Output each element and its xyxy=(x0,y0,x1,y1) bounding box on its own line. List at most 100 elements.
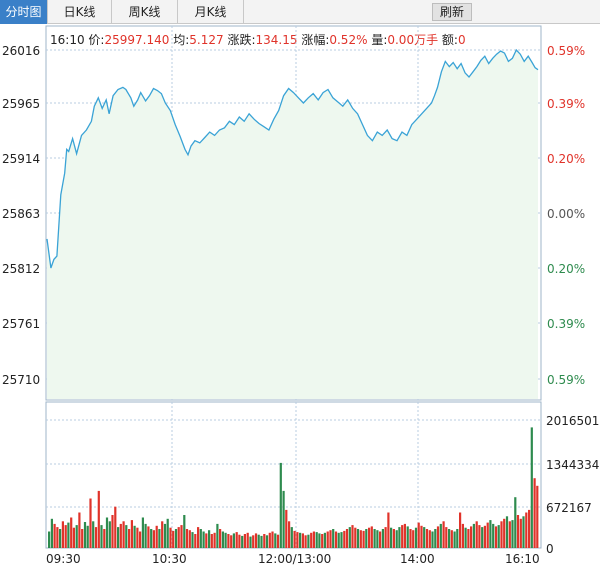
volume-bar xyxy=(365,529,368,548)
volume-bar xyxy=(86,525,89,548)
volume-bar xyxy=(185,529,189,548)
volume-bar xyxy=(442,521,445,548)
volume-bar xyxy=(147,526,150,548)
volume-bar xyxy=(486,522,489,548)
volume-bar xyxy=(370,526,373,548)
volume-bar xyxy=(334,531,338,548)
volume-bar xyxy=(183,515,186,548)
amount-value: 0 xyxy=(457,33,466,47)
volume-bar xyxy=(343,530,346,548)
volume-bar xyxy=(92,521,95,548)
volume-bar xyxy=(392,529,395,548)
volume-bar xyxy=(188,530,191,548)
volume-bar xyxy=(221,531,224,548)
volume-bar xyxy=(321,534,324,548)
volume-bar xyxy=(376,530,379,548)
volume-bar xyxy=(50,518,53,548)
price-tick-label: 25761 xyxy=(2,317,40,331)
volume-bar xyxy=(216,523,219,548)
volume-bar xyxy=(530,427,533,548)
volume-bar xyxy=(117,527,120,548)
percent-tick-label: 0.00% xyxy=(547,207,585,221)
volume-bar xyxy=(111,515,114,548)
volume-bar xyxy=(398,527,401,548)
volume-bar xyxy=(337,532,340,548)
volume-bar xyxy=(340,532,343,548)
volume-bar xyxy=(373,529,376,548)
volume-bar xyxy=(150,529,153,548)
price-label: 价: xyxy=(88,33,105,47)
volume-bar xyxy=(516,515,520,548)
volume-bar xyxy=(348,527,351,548)
volume-bar xyxy=(379,531,382,548)
time-tick-label: 14:00 xyxy=(400,552,435,566)
price-tick-label: 26016 xyxy=(2,44,40,58)
volume-bar xyxy=(381,529,384,548)
volume-bar xyxy=(100,525,103,548)
volume-bar xyxy=(528,509,531,548)
volume-panel xyxy=(48,427,539,548)
quote-info-bar: 16:10 价:25997.140 均:5.127 涨跌:134.15 涨幅:0… xyxy=(50,31,466,48)
price-tick-label: 25863 xyxy=(2,207,40,221)
volume-bar xyxy=(395,530,398,548)
quote-time: 16:10 xyxy=(50,33,85,47)
volume-bar xyxy=(387,512,390,548)
volume-bar xyxy=(274,533,277,548)
amount-label: 额: xyxy=(441,33,458,47)
volume-bar xyxy=(67,522,70,548)
volume-bar xyxy=(103,529,106,548)
volume-bar xyxy=(249,536,252,548)
axis-labels: 26016 25965 25914 25863 25812 25761 25710 0.59%… xyxy=(2,44,599,566)
volume-bar xyxy=(475,521,478,548)
volume-bar xyxy=(288,521,291,548)
volume-bar xyxy=(293,530,296,548)
tab-weekly-k[interactable]: 周K线 xyxy=(112,0,178,24)
tab-monthly-k[interactable]: 月K线 xyxy=(178,0,244,24)
volume-bar xyxy=(194,534,197,548)
volume-bar xyxy=(252,535,255,548)
volume-bar xyxy=(94,527,98,548)
volume-bar xyxy=(219,529,222,548)
volume-bar xyxy=(332,529,335,548)
volume-bar xyxy=(310,532,313,548)
percent-tick-label: 0.20% xyxy=(547,262,585,276)
volume-bar xyxy=(191,532,194,548)
volume-bar xyxy=(257,534,260,548)
volume-bar xyxy=(470,526,473,548)
volume-bar xyxy=(282,490,285,548)
volume-bar xyxy=(210,534,213,548)
tab-intraday[interactable]: 分时图 xyxy=(0,0,48,24)
volume-bar xyxy=(290,527,293,548)
volume-bar xyxy=(70,517,73,548)
volume-bar xyxy=(525,512,528,548)
avg-label: 均: xyxy=(173,33,190,47)
volume-tick-label: 1344334 xyxy=(546,458,599,472)
volume-bar xyxy=(456,529,459,548)
volume-bar xyxy=(180,525,183,548)
volume-bar xyxy=(434,529,437,548)
percent-tick-label: 0.39% xyxy=(547,317,585,331)
volume-bar xyxy=(133,525,136,548)
volume-bar xyxy=(172,530,175,548)
volume-bar xyxy=(83,522,87,548)
vol-value: 0.00万手 xyxy=(387,33,439,47)
volume-bar xyxy=(235,532,238,548)
volume-bar xyxy=(323,532,326,548)
price-tick-label: 25710 xyxy=(2,373,40,387)
volume-bar xyxy=(356,529,360,548)
volume-bar xyxy=(136,527,139,548)
volume-bar xyxy=(299,532,302,548)
volume-bar xyxy=(64,525,67,548)
volume-bar xyxy=(362,530,365,548)
refresh-button[interactable]: 刷新 xyxy=(432,3,472,21)
volume-bar xyxy=(155,525,158,548)
volume-bar xyxy=(108,521,111,548)
volume-bar xyxy=(351,525,354,548)
tab-daily-k[interactable]: 日K线 xyxy=(48,0,112,24)
price-panel xyxy=(46,48,539,399)
volume-bar xyxy=(508,521,511,548)
volume-bar xyxy=(114,506,117,548)
volume-bar xyxy=(232,533,235,548)
time-tick-label: 12:00/13:00 xyxy=(258,552,331,566)
volume-bar xyxy=(445,527,448,548)
